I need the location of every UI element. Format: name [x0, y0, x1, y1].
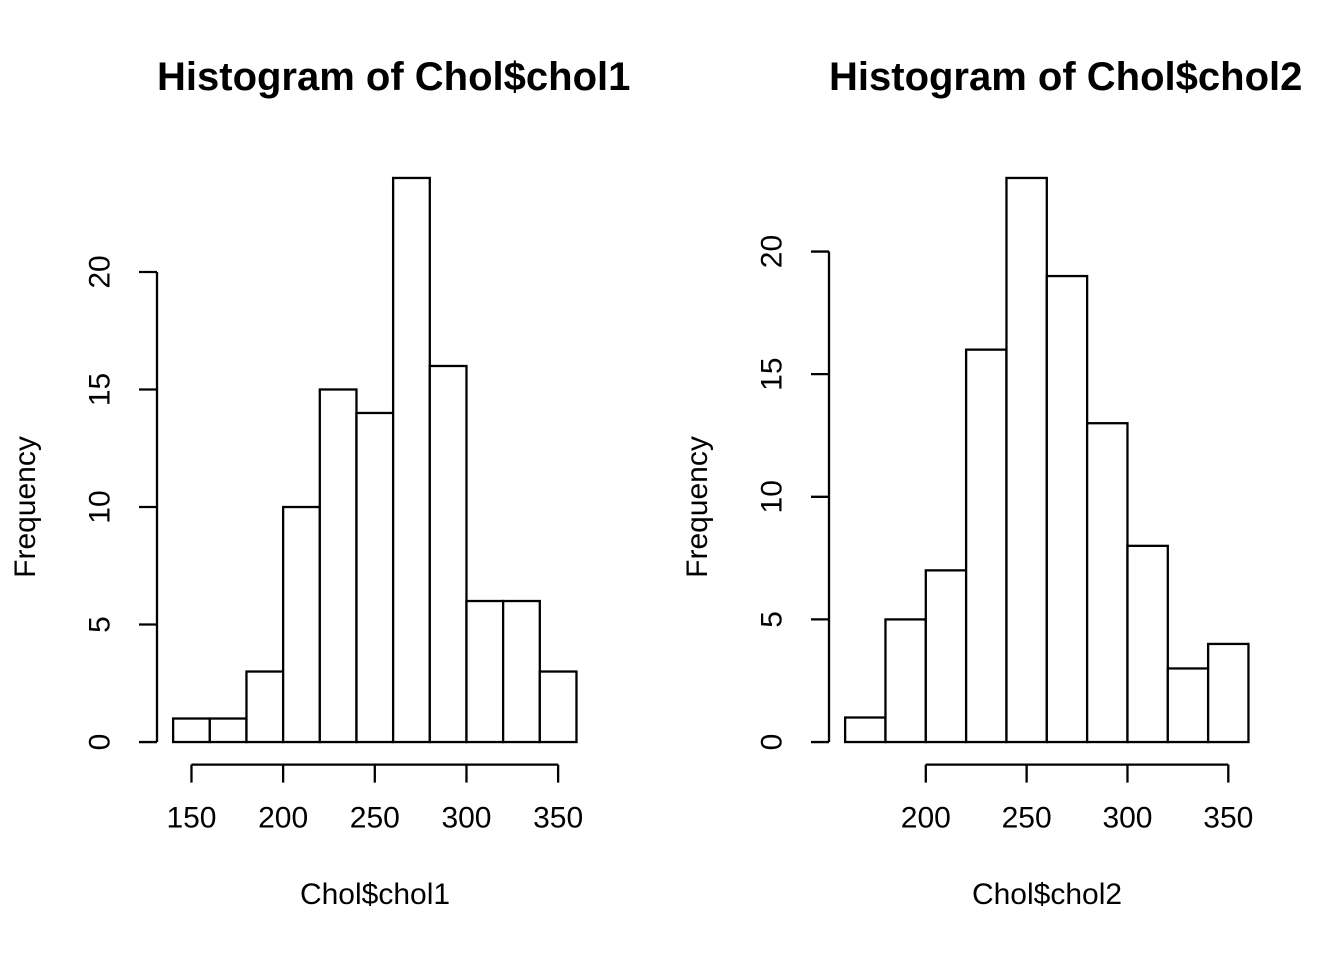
histogram-bar [1045, 274, 1089, 744]
y-tick-label: 5 [756, 611, 789, 628]
x-tick-label: 250 [1002, 802, 1052, 835]
y-tick-label: 15 [756, 357, 789, 390]
x-tick-label: 300 [441, 802, 491, 835]
histogram-bar [1085, 422, 1129, 744]
histogram-bar [1206, 642, 1250, 744]
x-tick-label: 300 [1102, 802, 1152, 835]
histogram-bar [281, 505, 321, 744]
y-tick-label: 10 [756, 480, 789, 513]
histogram-bar [465, 599, 505, 744]
y-tick-label: 20 [756, 235, 789, 268]
x-tick-label: 200 [258, 802, 308, 835]
x-tick-label: 250 [350, 802, 400, 835]
histogram-bar [245, 670, 285, 744]
chart-title-chol1: Histogram of Chol$chol1 [157, 55, 631, 99]
x-axis-label-chol1: Chol$chol1 [299, 878, 451, 911]
y-tick-label: 0 [84, 734, 117, 751]
histogram-bar [428, 364, 468, 744]
y-tick-label: 10 [84, 490, 117, 523]
histogram-bar [924, 569, 968, 744]
histogram-bar [208, 717, 248, 744]
y-tick-label: 20 [84, 255, 117, 288]
histogram-panel-chol2: 0 5 10 15 20 200 250 300 350 [756, 176, 1253, 835]
histogram-bar [171, 717, 211, 744]
y-tick-label: 5 [84, 616, 117, 633]
histogram-bar [538, 670, 578, 744]
y-tick-label: 0 [756, 734, 789, 751]
histogram-bar [391, 176, 431, 744]
histogram-bar [843, 716, 887, 744]
x-tick-label: 350 [533, 802, 583, 835]
y-axis-label-chol2: Frequency [681, 436, 714, 578]
histogram-bar [501, 599, 541, 744]
histogram-bar [355, 411, 395, 744]
y-axis-label-chol1: Frequency [9, 436, 42, 578]
histogram-bar [1166, 667, 1210, 744]
x-tick-label: 350 [1203, 802, 1253, 835]
x-tick-label: 150 [166, 802, 216, 835]
histogram-bar [1126, 544, 1169, 744]
histogram-panel-chol1: 0 5 10 15 20 150 200 250 300 350 [84, 176, 583, 835]
y-tick-label: 15 [84, 373, 117, 406]
histogram-bar [964, 348, 1008, 744]
chart-title-chol2: Histogram of Chol$chol2 [829, 55, 1303, 99]
histogram-bar [1005, 176, 1048, 744]
histogram-bar [318, 388, 358, 744]
x-tick-label: 200 [901, 802, 951, 835]
histogram-bar [884, 618, 927, 744]
x-axis-label-chol2: Chol$chol2 [971, 878, 1123, 911]
